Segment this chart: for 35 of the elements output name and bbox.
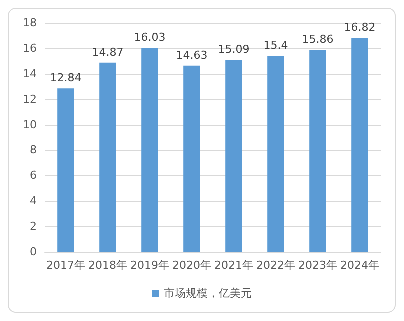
data-label: 16.82	[344, 21, 376, 34]
y-tick-label: 6	[30, 169, 37, 182]
data-label: 16.03	[134, 31, 166, 44]
y-tick-label: 0	[30, 246, 37, 258]
x-tick-label: 2018年	[88, 259, 128, 272]
y-tick-label: 10	[23, 118, 37, 132]
bar	[268, 56, 284, 252]
y-tick-label: 2	[30, 220, 37, 234]
x-tick-label: 2020年	[172, 259, 212, 272]
y-tick-label: 12	[23, 92, 37, 106]
data-label: 15.86	[302, 33, 334, 46]
x-tick-label: 2019年	[130, 259, 170, 272]
x-tick-label: 2017年	[46, 259, 86, 272]
bar	[310, 50, 326, 252]
bar	[142, 48, 158, 252]
data-label: 14.63	[176, 48, 208, 62]
x-tick-label: 2022年	[256, 259, 296, 272]
x-tick-label: 2023年	[298, 259, 338, 272]
bar	[184, 66, 200, 252]
bar	[100, 62, 116, 252]
x-tick-label: 2024年	[340, 259, 380, 272]
data-label: 15.09	[218, 43, 250, 56]
y-tick-label: 8	[30, 144, 37, 157]
y-tick-label: 14	[23, 67, 37, 80]
bar	[58, 88, 74, 252]
y-tick-label: 16	[23, 42, 37, 55]
y-tick-label: 18	[23, 16, 37, 30]
legend-label: 市场规模，亿美元	[164, 287, 252, 300]
x-tick-label: 2021年	[214, 259, 254, 272]
bar	[352, 38, 368, 252]
data-label: 15.4	[264, 39, 288, 52]
data-label: 12.84	[50, 72, 82, 85]
data-label: 14.87	[92, 46, 124, 59]
y-tick-label: 4	[30, 194, 37, 208]
bar	[226, 60, 242, 252]
